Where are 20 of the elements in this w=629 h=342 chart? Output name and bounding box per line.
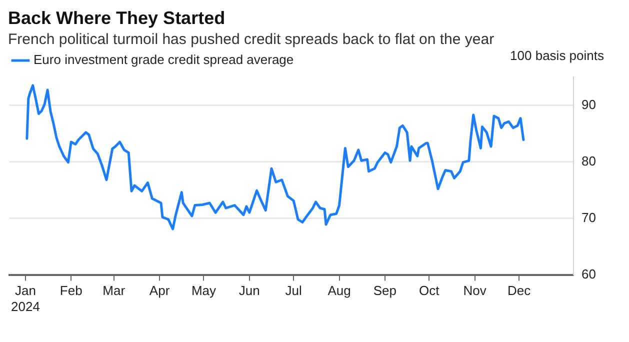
y-axis-title: 100 basis points <box>510 48 604 64</box>
chart-subtitle: French political turmoil has pushed credit spreads back to flat on the year <box>8 31 496 48</box>
x-tick-label: Mar <box>102 283 126 298</box>
x-tick-label: Sep <box>373 283 397 298</box>
x-tick-label: Dec <box>507 283 532 298</box>
y-tick-label: 80 <box>582 153 596 168</box>
y-tick-label: 90 <box>582 96 596 112</box>
chart-title: Back Where They Started <box>8 8 226 29</box>
x-tick-label: Aug <box>328 283 351 298</box>
x-tick-label: Oct <box>419 283 440 298</box>
x-tick-label: Nov <box>463 283 487 298</box>
x-tick-label: Apr <box>149 283 170 298</box>
y-tick-label: 60 <box>582 266 596 282</box>
legend-label: Euro investment grade credit spread average <box>34 52 294 68</box>
x-tick-label: May <box>191 283 217 298</box>
x-tick-label: Feb <box>60 283 82 298</box>
x-tick-label: Jun <box>238 283 260 298</box>
x-tick-label: Jul <box>285 283 302 298</box>
y-tick-label: 70 <box>582 210 596 225</box>
x-tick-label: Jan 2024 <box>11 283 40 314</box>
